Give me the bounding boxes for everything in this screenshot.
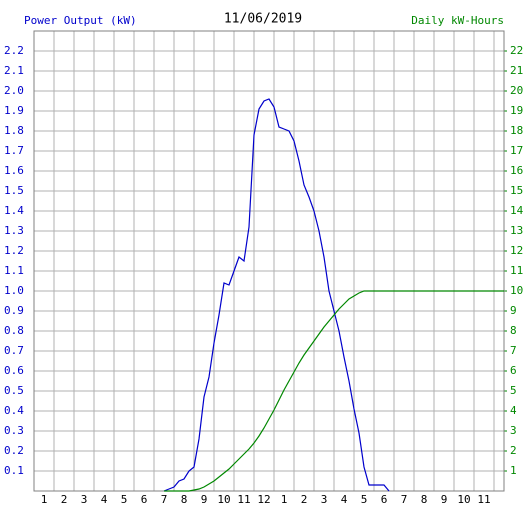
x-tick-label: 8 xyxy=(421,493,428,506)
y-tick-label: 1.7 xyxy=(4,144,24,157)
x-tick-label: 3 xyxy=(321,493,328,506)
series-line xyxy=(164,290,504,492)
y-axis-title: Power Output (kW) xyxy=(24,14,137,27)
x-tick-label: 5 xyxy=(121,493,128,506)
y2-tick-label: 15 xyxy=(510,184,523,197)
chart-title: 11/06/2019 xyxy=(224,12,302,27)
y-tick-label: 1.8 xyxy=(4,124,24,137)
y2-tick-label: 16 xyxy=(510,164,523,177)
y-tick-label: 0.5 xyxy=(4,384,24,397)
y2-tick-label: 2 xyxy=(510,444,517,457)
y-tick-label: 2.2 xyxy=(4,44,24,57)
y-tick-label: 1.9 xyxy=(4,104,24,117)
x-tick-label: 1 xyxy=(41,493,48,506)
x-tick-label: 2 xyxy=(61,493,68,506)
y2-tick-label: 3 xyxy=(510,424,517,437)
x-tick-label: 5 xyxy=(361,493,368,506)
y2-tick-label: 13 xyxy=(510,224,523,237)
y2-tick-label: 5 xyxy=(510,384,517,397)
y2-tick-label: 14 xyxy=(510,204,524,217)
x-tick-label: 9 xyxy=(441,493,448,506)
y2-tick-label: 22 xyxy=(510,44,523,57)
x-tick-label: 1 xyxy=(281,493,288,506)
x-tick-label: 4 xyxy=(101,493,108,506)
y2-tick-label: 9 xyxy=(510,304,517,317)
y2-axis-title: Daily kW-Hours xyxy=(411,14,504,27)
y-tick-label: 1.6 xyxy=(4,164,24,177)
y-tick-label: 1.2 xyxy=(4,244,24,257)
y-tick-label: 1.1 xyxy=(4,264,24,277)
y-tick-label: 1.4 xyxy=(4,204,24,217)
y-tick-label: 1.3 xyxy=(4,224,24,237)
y-tick-label: 1.5 xyxy=(4,184,24,197)
y-tick-label: 2.0 xyxy=(4,84,24,97)
x-tick-label: 11 xyxy=(237,493,250,506)
y2-tick-label: 7 xyxy=(510,344,517,357)
y-tick-label: 0.7 xyxy=(4,344,24,357)
y-tick-label: 1.0 xyxy=(4,284,24,297)
y-tick-label: 0.9 xyxy=(4,304,24,317)
x-tick-label: 6 xyxy=(381,493,388,506)
x-tick-label: 7 xyxy=(401,493,408,506)
y2-tick-label: 18 xyxy=(510,124,523,137)
y-tick-label: 2.1 xyxy=(4,64,24,77)
y-tick-label: 0.6 xyxy=(4,364,24,377)
x-tick-label: 8 xyxy=(181,493,188,506)
y2-tick-label: 12 xyxy=(510,244,523,257)
x-tick-label: 9 xyxy=(201,493,208,506)
y2-tick-label: 4 xyxy=(510,404,517,417)
y2-tick-label: 20 xyxy=(510,84,523,97)
y-tick-label: 0.8 xyxy=(4,324,24,337)
x-tick-label: 12 xyxy=(257,493,270,506)
x-tick-label: 2 xyxy=(301,493,308,506)
plot-frame xyxy=(33,30,505,492)
x-tick-label: 4 xyxy=(341,493,348,506)
y2-tick-label: 17 xyxy=(510,144,523,157)
y2-tick-label: 8 xyxy=(510,324,517,337)
y-tick-label: 0.3 xyxy=(4,424,24,437)
y2-tick-label: 11 xyxy=(510,264,523,277)
series-line xyxy=(163,98,390,492)
y2-tick-label: 19 xyxy=(510,104,523,117)
y-tick-label: 0.4 xyxy=(4,404,24,417)
x-tick-label: 7 xyxy=(161,493,168,506)
x-tick-label: 10 xyxy=(217,493,230,506)
x-tick-label: 10 xyxy=(457,493,470,506)
y2-tick-label: 6 xyxy=(510,364,517,377)
x-tick-label: 3 xyxy=(81,493,88,506)
y2-tick-label: 1 xyxy=(510,464,517,477)
y2-tick-label: 10 xyxy=(510,284,523,297)
y2-tick-label: 21 xyxy=(510,64,523,77)
x-tick-label: 6 xyxy=(141,493,148,506)
y-tick-label: 0.1 xyxy=(4,464,24,477)
y-tick-label: 0.2 xyxy=(4,444,24,457)
x-tick-label: 11 xyxy=(477,493,490,506)
